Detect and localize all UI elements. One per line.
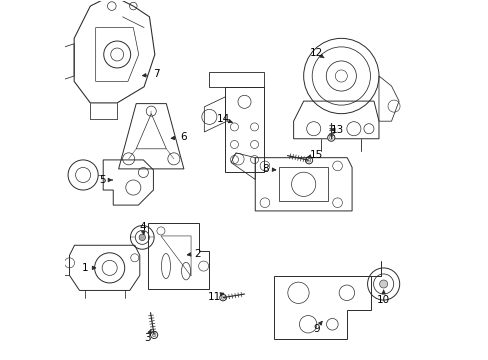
Circle shape: [379, 280, 387, 288]
Text: 10: 10: [376, 295, 389, 305]
Circle shape: [305, 157, 312, 164]
Text: 7: 7: [153, 69, 160, 79]
Text: 1: 1: [81, 263, 88, 273]
Text: 8: 8: [262, 164, 269, 174]
Text: 13: 13: [330, 125, 344, 135]
Text: 2: 2: [194, 248, 201, 258]
Text: 12: 12: [309, 48, 322, 58]
Circle shape: [327, 134, 334, 141]
Text: 14: 14: [216, 114, 229, 124]
Text: 4: 4: [139, 222, 145, 231]
Text: 3: 3: [144, 333, 151, 343]
Circle shape: [219, 294, 226, 301]
Text: 15: 15: [309, 150, 322, 160]
Text: 9: 9: [312, 324, 319, 334]
Circle shape: [150, 331, 158, 338]
Circle shape: [139, 234, 145, 240]
Text: 5: 5: [100, 175, 106, 185]
Text: 11: 11: [207, 292, 220, 302]
Text: 6: 6: [180, 132, 186, 142]
